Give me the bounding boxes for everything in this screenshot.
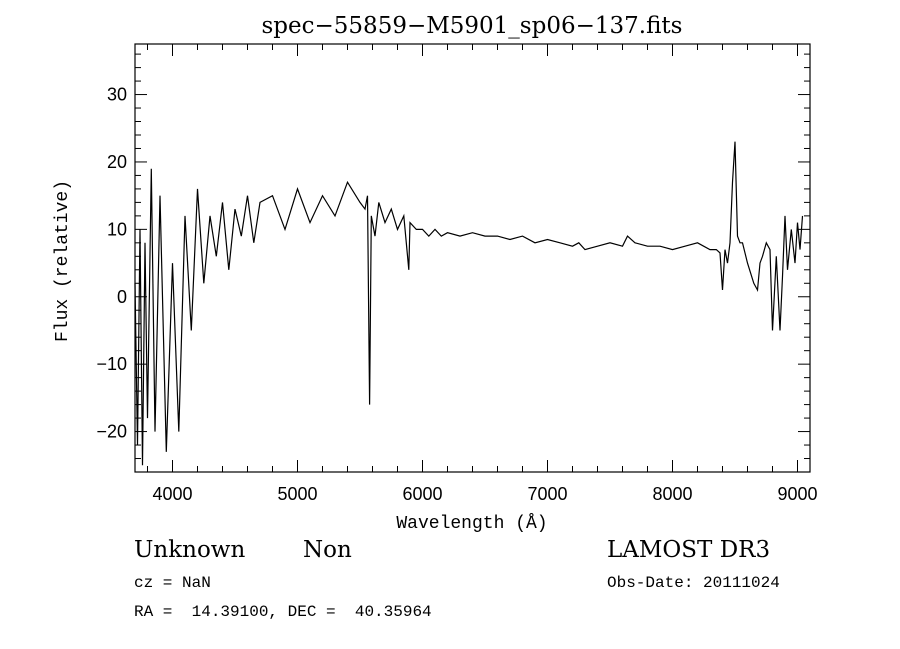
x-tick-label: 8000 — [652, 484, 692, 504]
x-tick-label: 9000 — [777, 484, 817, 504]
redshift-text: cz = NaN — [134, 574, 211, 592]
y-tick-label: 0 — [117, 287, 127, 307]
axis-ticks — [135, 44, 810, 473]
y-tick-label: −10 — [96, 354, 127, 374]
y-tick-label: 10 — [107, 219, 127, 239]
chart-title: spec−55859−M5901_sp06−137.fits — [262, 13, 683, 39]
x-tick-label: 7000 — [527, 484, 567, 504]
obs-date-text: Obs-Date: 20111024 — [607, 574, 780, 592]
survey-name: LAMOST DR3 — [607, 537, 771, 563]
y-tick-label: 30 — [107, 85, 127, 105]
x-axis-label: Wavelength (Å) — [396, 513, 547, 534]
x-tick-label: 6000 — [402, 484, 442, 504]
object-class: Unknown — [134, 537, 246, 563]
coordinates-text: RA = 14.39100, DEC = 40.35964 — [134, 603, 432, 621]
spectrum-line — [134, 141, 804, 466]
x-tick-label: 4000 — [152, 484, 192, 504]
plot-frame — [134, 43, 811, 473]
y-tick-label: −20 — [96, 422, 127, 442]
tick-labels: 4000 5000 6000 7000 8000 9000 −20 −10 0 10 20 30 — [96, 85, 817, 504]
y-tick-label: 20 — [107, 152, 127, 172]
object-subclass: Non — [303, 537, 352, 563]
x-tick-label: 5000 — [277, 484, 317, 504]
y-axis-label: Flux (relative) — [53, 180, 73, 342]
